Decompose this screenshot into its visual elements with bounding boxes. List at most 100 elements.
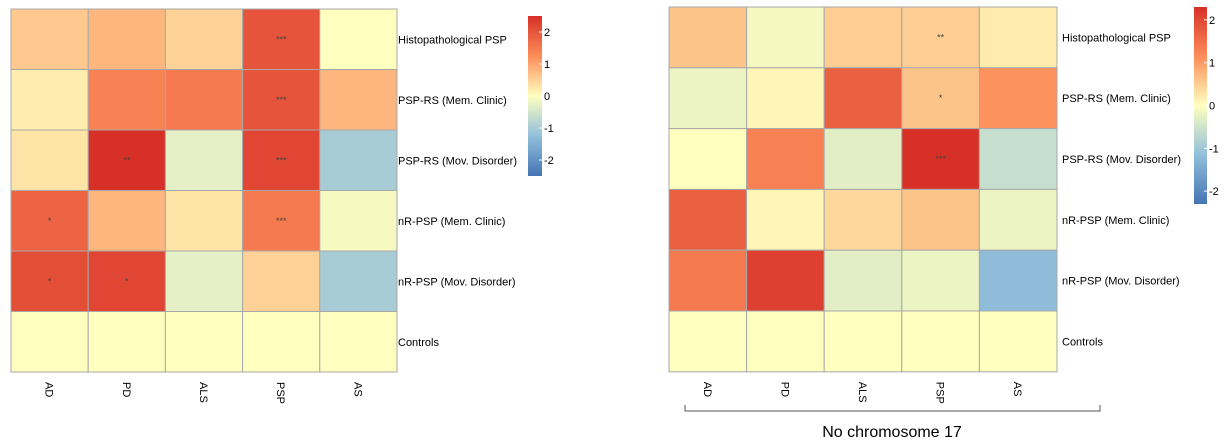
heatmap-cell xyxy=(10,8,89,70)
row-label: nR-PSP (Mov. Disorder) xyxy=(1062,276,1180,288)
colorbar-tick-label: 0 xyxy=(544,91,550,103)
heatmap-cell xyxy=(746,249,825,312)
heatmap-cell xyxy=(319,190,398,252)
significance-mark: *** xyxy=(276,155,287,165)
column-label: PD xyxy=(120,382,132,397)
heatmap-cell xyxy=(242,311,321,373)
significance-mark: *** xyxy=(276,216,287,226)
significance-mark: *** xyxy=(276,95,287,105)
significance-mark: *** xyxy=(935,154,946,164)
row-label: PSP-RS (Mov. Disorder) xyxy=(398,155,517,167)
heatmap-cell xyxy=(978,67,1058,130)
colorbar-tick-label: 1 xyxy=(544,59,550,71)
column-label: PSP xyxy=(934,382,946,404)
heatmap-cell xyxy=(823,128,903,190)
heatmap-cell xyxy=(319,311,398,373)
bracket-label: No chromosome 17 xyxy=(822,424,962,441)
heatmap-cell xyxy=(823,188,903,251)
row-label: PSP-RS (Mov. Disorder) xyxy=(1062,154,1181,166)
heatmap-cell xyxy=(746,6,825,69)
heatmap-cell xyxy=(164,129,244,191)
colorbar-tick-label: 2 xyxy=(544,27,550,39)
heatmap-cell xyxy=(242,190,321,252)
heatmap-cell xyxy=(319,250,398,312)
heatmap-cell xyxy=(164,8,244,70)
significance-mark: ** xyxy=(123,155,131,165)
heatmap-left: ******** **** **** *Histopathological PSPPS… xyxy=(10,8,517,404)
heatmap-cell xyxy=(978,249,1058,312)
colorbar-tick-label: 1 xyxy=(1209,58,1215,70)
row-label: PSP-RS (Mem. Clinic) xyxy=(1062,93,1171,105)
heatmap-cell xyxy=(164,69,244,131)
heatmap-cell xyxy=(242,69,321,131)
heatmap-cell xyxy=(901,310,980,373)
heatmap-cell xyxy=(319,8,398,70)
row-label: nR-PSP (Mem. Clinic) xyxy=(1062,215,1169,227)
significance-mark: * xyxy=(48,276,52,286)
heatmap-cell xyxy=(823,310,903,373)
colorbar-left: 2 1 0 -1 -2 xyxy=(528,16,554,176)
heatmap-cell xyxy=(164,190,244,252)
heatmap-cell xyxy=(87,8,166,70)
column-label: PD xyxy=(778,382,790,397)
heatmap-cell xyxy=(668,128,748,190)
heatmap-cell xyxy=(746,188,825,251)
heatmap-cell xyxy=(242,250,321,312)
colorbar-tick-label: 0 xyxy=(1209,101,1215,113)
heatmap-cell xyxy=(668,188,748,251)
heatmap-cell xyxy=(164,311,244,373)
heatmap-cell xyxy=(242,129,321,191)
column-label: AD xyxy=(701,382,713,397)
heatmap-cell xyxy=(978,6,1058,69)
heatmap-cell xyxy=(823,67,903,130)
bracket-line xyxy=(684,405,1101,412)
heatmap-cell xyxy=(319,69,398,131)
significance-mark: * xyxy=(48,216,52,226)
colorbar-tick-label: 2 xyxy=(1209,15,1215,27)
heatmap-cell xyxy=(10,129,89,191)
heatmap-cell xyxy=(10,311,89,373)
column-label: PSP xyxy=(274,382,286,404)
heatmap-cell xyxy=(87,250,166,312)
colorbar-tick-label: -2 xyxy=(544,155,554,167)
heatmap-cell xyxy=(87,69,166,131)
significance-mark: * xyxy=(939,93,943,103)
heatmap-cell xyxy=(668,6,748,69)
row-label: Controls xyxy=(1062,336,1103,348)
colorbar-tick-label: -2 xyxy=(1209,186,1219,198)
column-label: ALS xyxy=(856,382,868,403)
column-label: AS xyxy=(1011,382,1023,397)
column-label: AD xyxy=(43,382,55,397)
heatmap-cell xyxy=(746,67,825,130)
heatmap-cell xyxy=(87,129,166,191)
heatmap-cell xyxy=(319,129,398,191)
row-label: nR-PSP (Mov. Disorder) xyxy=(398,276,516,288)
heatmap-cell xyxy=(978,310,1058,373)
heatmap-cell xyxy=(823,6,903,69)
colorbar-tick-label: -1 xyxy=(544,123,554,135)
heatmap-cell xyxy=(668,67,748,130)
row-label: Histopathological PSP xyxy=(398,34,507,46)
heatmap-cell xyxy=(242,8,321,70)
heatmap-cell xyxy=(746,128,825,190)
heatmap-cell xyxy=(978,128,1058,190)
heatmap-cell xyxy=(901,188,980,251)
heatmap-cell xyxy=(87,190,166,252)
heatmap-cell xyxy=(668,310,748,373)
significance-mark: * xyxy=(125,276,129,286)
significance-mark: ** xyxy=(937,32,945,42)
heatmap-cell xyxy=(668,249,748,312)
colorbar-tick-label: -1 xyxy=(1209,143,1219,155)
column-label: ALS xyxy=(197,382,209,403)
heatmap-cell xyxy=(164,250,244,312)
heatmap-cell xyxy=(978,188,1058,251)
row-label: Controls xyxy=(398,337,439,349)
row-label: PSP-RS (Mem. Clinic) xyxy=(398,95,507,107)
colorbar-gradient xyxy=(528,16,542,176)
heatmap-cell xyxy=(823,249,903,312)
chromosome-bracket: No chromosome 17 xyxy=(684,405,1101,441)
colorbar-right: 2 1 0 -1 -2 xyxy=(1194,7,1219,204)
heatmap-cell xyxy=(901,249,980,312)
